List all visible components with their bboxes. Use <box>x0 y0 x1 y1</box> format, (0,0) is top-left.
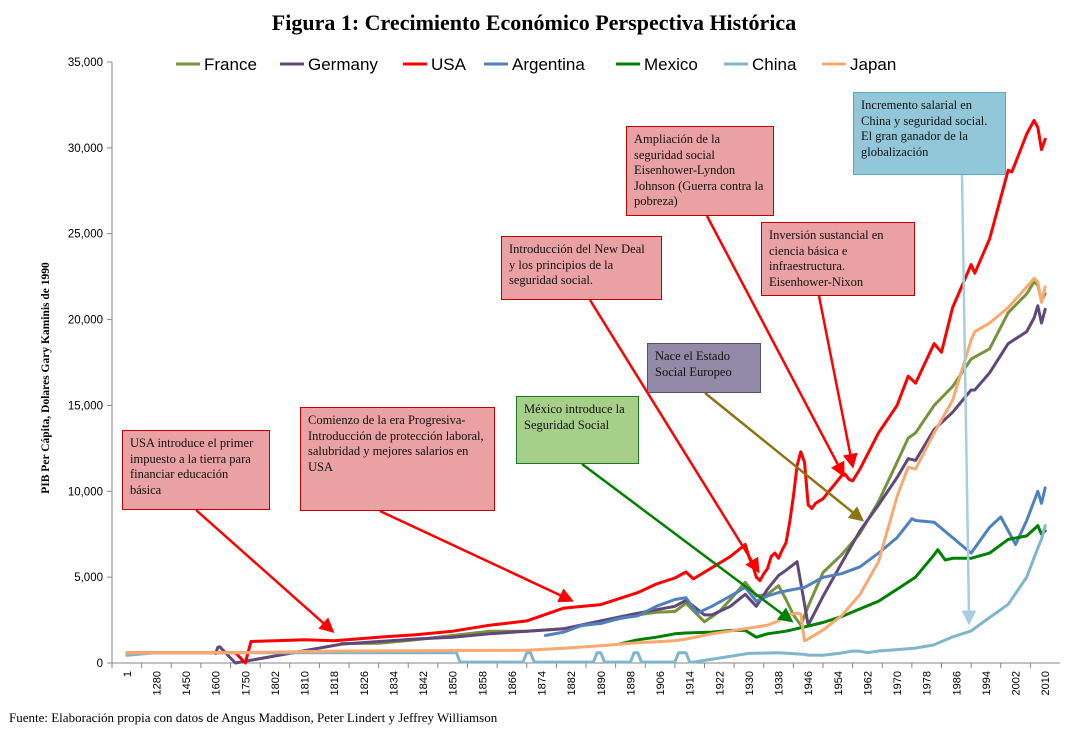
legend-label-mexico: Mexico <box>644 55 698 74</box>
y-tick-label: 5,000 <box>74 572 103 584</box>
y-tick-label: 35,000 <box>68 57 103 69</box>
x-tick-label: 1826 <box>359 671 371 695</box>
arrow-european-welfare-state <box>704 392 865 522</box>
x-tick-label: 1986 <box>951 671 963 695</box>
chart-title: Figura 1: Crecimiento Económico Perspect… <box>272 10 796 35</box>
x-tick-label: 1994 <box>981 671 993 695</box>
arrow-progressive-era <box>379 509 574 603</box>
x-tick-label: 1962 <box>862 671 874 695</box>
x-tick-label: 1 <box>122 671 134 677</box>
x-tick-label: 1834 <box>388 671 400 695</box>
series-line-argentina <box>543 486 1047 637</box>
x-tick-label: 1866 <box>507 671 519 695</box>
arrow-new-deal <box>588 299 760 574</box>
annotation-china-globalization: Incremento salarial en China y seguridad… <box>853 92 1006 175</box>
x-tick-label: 1450 <box>181 671 193 695</box>
annotation-mexico-social-security: México introduce la Seguridad Social <box>516 396 639 464</box>
axes: 0 5,000 10,000 15,000 20,000 25,000 30,000 35,0… <box>68 57 1060 695</box>
x-tick-label: 1802 <box>270 671 282 695</box>
y-tick-label: 0 <box>97 658 103 670</box>
y-tick-label: 20,000 <box>68 315 103 327</box>
legend-label-france: France <box>204 55 257 74</box>
x-tick-label: 1890 <box>596 671 608 695</box>
annotation-new-deal: Introducción del New Deal y los principi… <box>501 236 662 300</box>
y-tick-label: 25,000 <box>68 229 103 241</box>
y-tick-label: 10,000 <box>68 486 103 498</box>
x-tick-label: 1914 <box>685 671 697 695</box>
x-tick-label: 2002 <box>1011 671 1023 695</box>
series-line-japan <box>125 276 1047 655</box>
x-tick-label: 1938 <box>774 671 786 695</box>
x-tick-label: 1600 <box>211 671 223 695</box>
series-line-mexico <box>617 524 1047 646</box>
x-tick-label: 1874 <box>537 671 549 695</box>
legend-label-china: China <box>752 55 797 74</box>
x-tick-label: 2010 <box>1040 671 1052 695</box>
x-tick-label: 1922 <box>714 671 726 695</box>
x-tick-label: 1978 <box>922 671 934 695</box>
y-axis-label: PIB Per Cápita, Dolares Gary Kaminis de … <box>40 262 52 494</box>
y-tick-label: 30,000 <box>68 143 103 155</box>
annotation-eisenhower-johnson: Ampliación de la seguridad social Eisenh… <box>626 126 774 216</box>
x-tick-label: 1858 <box>477 671 489 695</box>
x-tick-label: 1882 <box>566 671 578 695</box>
x-tick-label: 1850 <box>448 671 460 695</box>
x-tick-label: 1280 <box>151 671 163 695</box>
legend-label-usa: USA <box>431 55 467 74</box>
series-line-usa <box>125 118 1047 665</box>
x-tick-label: 1930 <box>744 671 756 695</box>
source-note: Fuente: Elaboración propia con datos de … <box>9 710 498 725</box>
x-tick-label: 1818 <box>329 671 341 695</box>
y-tick-label: 15,000 <box>68 400 103 412</box>
annotation-european-welfare-state: Nace el Estado Social Europeo <box>647 343 761 393</box>
x-tick-label: 1946 <box>803 671 815 695</box>
legend-label-germany: Germany <box>308 55 378 74</box>
legend: France Germany USA Argentina Mexico China Japa… <box>176 55 896 74</box>
annotation-usa-land-tax: USA introduce el primer impuesto a la ti… <box>122 430 270 510</box>
legend-label-argentina: Argentina <box>512 55 585 74</box>
arrow-china-globalization <box>960 174 977 626</box>
x-tick-label: 1842 <box>418 671 430 695</box>
x-tick-label: 1810 <box>300 671 312 695</box>
arrow-eisenhower-nixon <box>817 295 858 469</box>
x-tick-label: 1898 <box>625 671 637 695</box>
annotation-eisenhower-nixon: Inversión sustancial en ciencia básica e… <box>761 222 915 296</box>
x-tick-label: 1970 <box>892 671 904 695</box>
series-line-china <box>125 524 1047 664</box>
annotation-arrows <box>195 174 977 633</box>
arrow-eisenhower-johnson <box>705 215 845 478</box>
arrow-mexico <box>581 462 794 623</box>
x-tick-label: 1750 <box>240 671 252 695</box>
x-tick-label: 1954 <box>833 671 845 695</box>
legend-label-japan: Japan <box>850 55 896 74</box>
series-group <box>125 118 1047 665</box>
series-line-germany <box>214 304 1047 665</box>
x-tick-label: 1906 <box>655 671 667 695</box>
annotation-progressive-era: Comienzo de la era Progresiva- Introducc… <box>300 407 495 511</box>
arrow-usa-land-tax <box>195 509 335 633</box>
